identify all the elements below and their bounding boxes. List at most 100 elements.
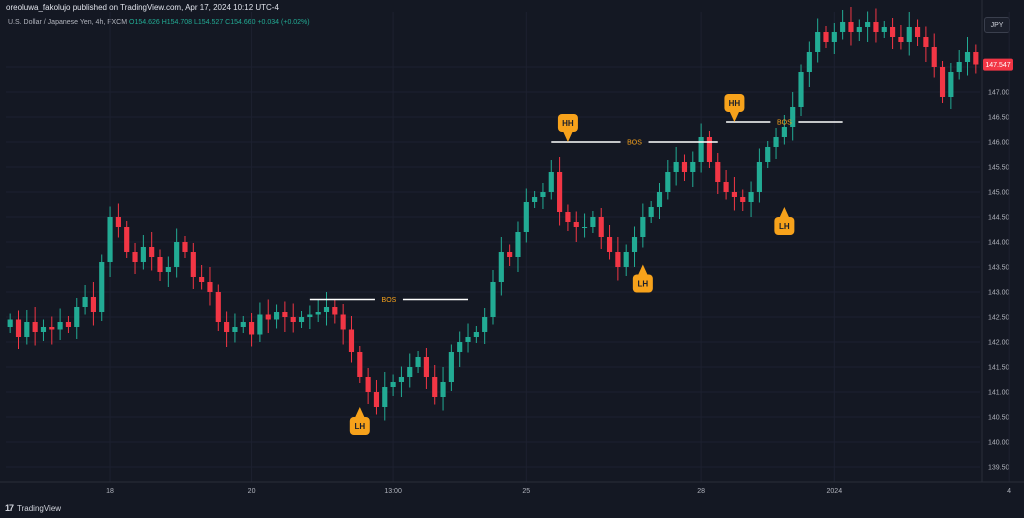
y-tick-label: 147.00 bbox=[988, 90, 1010, 97]
candle-body bbox=[973, 52, 979, 65]
candle-body bbox=[290, 317, 296, 322]
candle-body bbox=[357, 352, 363, 377]
y-tick-label: 143.00 bbox=[988, 290, 1010, 297]
candle-body bbox=[65, 322, 72, 327]
swing-marker-label: LH bbox=[354, 422, 365, 431]
y-tick-label: 140.50 bbox=[988, 415, 1010, 422]
candle-body bbox=[457, 342, 463, 352]
candle-body bbox=[798, 72, 804, 107]
tradingview-branding[interactable]: 17 TradingView bbox=[5, 503, 61, 513]
candle-body bbox=[623, 252, 629, 267]
currency-button[interactable]: JPY bbox=[984, 17, 1010, 33]
candle-body bbox=[914, 27, 921, 37]
candle-body bbox=[956, 62, 962, 72]
candle-body bbox=[265, 314, 271, 320]
candle-body bbox=[648, 207, 654, 217]
candle-body bbox=[307, 314, 313, 317]
candle-body bbox=[615, 252, 621, 267]
candle-body bbox=[440, 382, 446, 397]
candle-body bbox=[365, 377, 371, 392]
y-tick-label: 146.00 bbox=[988, 140, 1010, 147]
candle-body bbox=[690, 162, 696, 172]
x-tick-label: 18 bbox=[106, 488, 114, 495]
marker-pointer bbox=[779, 207, 790, 218]
candle-body bbox=[115, 217, 121, 227]
candle-body bbox=[640, 217, 646, 237]
candle-body bbox=[257, 314, 263, 335]
candle-body bbox=[49, 327, 55, 330]
candle-body bbox=[174, 242, 180, 267]
candle-body bbox=[923, 37, 929, 47]
candle-body bbox=[823, 32, 829, 42]
marker-pointer bbox=[562, 131, 573, 142]
candle-body bbox=[423, 357, 429, 377]
publisher-caption: oreoluwa_fakolujo published on TradingVi… bbox=[6, 3, 279, 12]
swing-marker bbox=[724, 94, 745, 112]
candle-body bbox=[698, 137, 704, 162]
candle-body bbox=[815, 32, 821, 52]
candle-body bbox=[507, 252, 513, 257]
candle-body bbox=[740, 197, 746, 202]
candle-body bbox=[323, 307, 330, 312]
y-tick-label: 144.00 bbox=[988, 240, 1010, 247]
swing-marker bbox=[632, 274, 653, 293]
candle-body bbox=[24, 322, 30, 337]
candle-body bbox=[398, 377, 405, 382]
candle-body bbox=[15, 319, 22, 337]
y-tick-label: 141.00 bbox=[988, 390, 1010, 397]
candle-body bbox=[315, 312, 321, 315]
candle-body bbox=[715, 162, 721, 182]
candle-body bbox=[165, 267, 171, 272]
candle-body bbox=[515, 232, 521, 257]
candle-body bbox=[124, 227, 130, 252]
candle-body bbox=[207, 282, 213, 292]
candle-body bbox=[90, 297, 96, 312]
x-tick-label: 4 bbox=[1007, 488, 1011, 495]
y-tick-label: 144.50 bbox=[988, 215, 1010, 222]
candle-body bbox=[765, 147, 771, 162]
swing-marker-label: HH bbox=[729, 99, 741, 108]
y-tick-label: 141.50 bbox=[988, 365, 1010, 372]
swing-marker bbox=[774, 217, 795, 235]
candle-body bbox=[557, 172, 563, 212]
candle-body bbox=[665, 172, 671, 192]
candle-body bbox=[232, 327, 238, 332]
candle-body bbox=[340, 314, 346, 330]
y-tick-label: 142.00 bbox=[988, 340, 1010, 347]
candle-body bbox=[32, 322, 38, 332]
candle-body bbox=[390, 382, 396, 387]
y-tick-label: 143.50 bbox=[988, 265, 1010, 272]
y-tick-label: 140.00 bbox=[988, 440, 1010, 447]
x-tick-label: 28 bbox=[697, 488, 705, 495]
candle-body bbox=[199, 277, 205, 282]
candle-body bbox=[240, 322, 246, 327]
y-tick-label: 146.50 bbox=[988, 115, 1010, 122]
y-tick-label: 142.50 bbox=[988, 315, 1010, 322]
candle-body bbox=[407, 367, 413, 377]
x-tick-label: 25 bbox=[522, 488, 530, 495]
candle-body bbox=[631, 237, 638, 252]
candle-body bbox=[781, 127, 787, 137]
candle-body bbox=[82, 297, 88, 307]
candle-body bbox=[848, 22, 854, 32]
candle-body bbox=[706, 137, 713, 162]
candle-body bbox=[373, 392, 380, 407]
candle-body bbox=[756, 162, 762, 192]
candle-body bbox=[473, 332, 479, 337]
candle-body bbox=[74, 307, 80, 327]
x-tick-label: 13:00 bbox=[384, 488, 402, 495]
last-price-tag bbox=[983, 58, 1013, 71]
candle-body bbox=[107, 217, 113, 262]
candle-body bbox=[681, 162, 688, 172]
candle-body bbox=[249, 322, 255, 335]
candle-body bbox=[523, 202, 529, 232]
tradingview-logo-icon: 17 bbox=[5, 503, 14, 513]
candle-body bbox=[673, 162, 679, 172]
candle-body bbox=[7, 319, 13, 327]
y-tick-label: 139.50 bbox=[988, 465, 1010, 472]
candle-body bbox=[590, 217, 596, 227]
candle-body bbox=[140, 247, 146, 262]
candle-body bbox=[906, 27, 912, 42]
marker-pointer bbox=[729, 111, 740, 122]
